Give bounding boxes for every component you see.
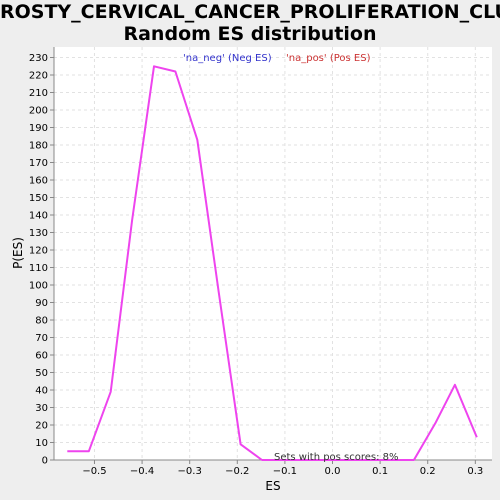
y-tick-label: 170	[29, 158, 48, 169]
y-tick-label: 150	[29, 193, 48, 204]
legend-pos: 'na_pos' (Pos ES)	[286, 53, 371, 64]
y-tick-label: 230	[29, 53, 48, 64]
y-tick-label: 200	[29, 106, 48, 117]
y-tick-label: 70	[35, 333, 48, 344]
y-tick-label: 60	[35, 351, 48, 362]
es-series-line	[67, 65, 478, 461]
y-tick-label: 0	[42, 456, 48, 467]
ticks: 0 10 20 30 40 50 60 70 80 90 100 110 120 130 140 150 160…	[29, 53, 483, 477]
y-tick-label: 160	[29, 176, 48, 187]
y-tick-label: 190	[29, 123, 48, 134]
y-tick-label: 220	[29, 71, 48, 82]
y-tick-label: 140	[29, 211, 48, 222]
pos-scores-annotation: Sets with pos scores: 8%	[274, 452, 399, 463]
x-tick-label: 0.2	[420, 466, 436, 477]
y-tick-label: 20	[35, 421, 48, 432]
y-tick-label: 180	[29, 141, 48, 152]
y-tick-label: 80	[35, 316, 48, 327]
y-tick-label: 40	[35, 386, 48, 397]
y-tick-label: 120	[29, 246, 48, 257]
chart-title-line-2: Random ES distribution	[123, 23, 377, 45]
y-tick-label: 110	[29, 263, 48, 274]
x-tick-label: 0.0	[325, 466, 341, 477]
chart-title-line-1: ROSTY_CERVICAL_CANCER_PROLIFERATION_CLUS…	[0, 1, 500, 23]
x-tick-label: −0.3	[178, 466, 202, 477]
y-tick-label: 10	[35, 438, 48, 449]
plot-area	[54, 47, 492, 460]
x-tick-label: −0.1	[273, 466, 297, 477]
series	[67, 65, 478, 461]
x-tick-label: −0.5	[82, 466, 106, 477]
x-tick-label: 0.1	[372, 466, 388, 477]
x-tick-label: 0.3	[467, 466, 483, 477]
y-tick-label: 30	[35, 403, 48, 414]
y-axis-label: P(ES)	[11, 237, 25, 269]
y-tick-label: 210	[29, 88, 48, 99]
legend-neg: 'na_neg' (Neg ES)	[183, 53, 272, 64]
x-tick-label: −0.2	[225, 466, 249, 477]
y-tick-label: 100	[29, 281, 48, 292]
x-tick-label: −0.4	[130, 466, 154, 477]
y-tick-label: 50	[35, 368, 48, 379]
x-axis-label: ES	[265, 479, 280, 493]
y-tick-label: 90	[35, 298, 48, 309]
y-tick-label: 130	[29, 228, 48, 239]
